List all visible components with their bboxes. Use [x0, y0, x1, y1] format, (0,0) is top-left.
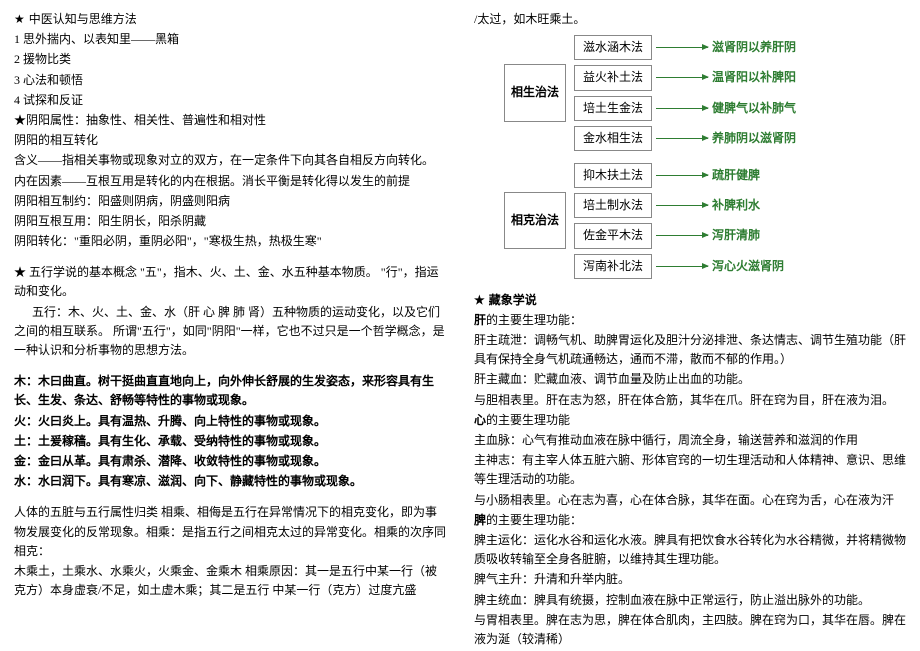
method-box: 金水相生法 [574, 126, 652, 151]
spleen-1: 脾主运化：运化水谷和运化水液。脾具有把饮食水谷转化为水谷精微，并将精微物质吸收转… [474, 531, 906, 569]
liver-h: 肝肝的主要生理功能：的主要生理功能： [474, 311, 906, 330]
method-row: 益火补土法 温肾阳以补脾阳 [574, 65, 796, 90]
wood: 木：木曰曲直。树干挺曲直直地向上，向外伸长舒展的生发姿态，来形容具有生长、生发、… [14, 372, 446, 410]
method-row: 滋水涵木法 滋肾阴以养肝阴 [574, 35, 796, 60]
method-box: 培土制水法 [574, 193, 652, 218]
liver-3: 与胆相表里。肝在志为怒，肝在体合筋，其华在爪。肝在窍为目，肝在液为泪。 [474, 391, 906, 410]
earth: 土：土爰稼穑。具有生化、承载、受纳特性的事物或现象。 [14, 432, 446, 451]
fire: 火：火曰炎上。具有温热、升腾、向上特性的事物或现象。 [14, 412, 446, 431]
heart-1: 主血脉：心气有推动血液在脉中循行，周流全身，输送营养和滋润的作用 [474, 431, 906, 450]
spleen-2: 脾气主升：升清和升举内脏。 [474, 570, 906, 589]
method-result: 疏肝健脾 [712, 166, 760, 185]
wuxing-desc: 五行：木、火、土、金、水（肝 心 脾 肺 肾）五种物质的运动变化，以及它们之间的… [14, 303, 446, 361]
yy-6: 阴阳转化："重阳必阴，重阴必阳"，"寒极生热，热极生寒" [14, 232, 446, 251]
yy-1: 阴阳的相互转化 [14, 131, 446, 150]
method-result: 泻肝清肺 [712, 226, 760, 245]
method-box: 抑木扶土法 [574, 163, 652, 188]
method-box: 泻南补北法 [574, 254, 652, 279]
item-4: 4 试探和反证 [14, 91, 446, 110]
water: 水：水曰润下。具有寒凉、滋润、向下、静藏特性的事物或现象。 [14, 472, 446, 491]
method-result: 温肾阳以补脾阳 [712, 68, 796, 87]
liver-1: 肝主疏泄：调畅气机、助脾胃运化及胆汁分泌排泄、条达情志、调节生殖功能（肝具有保持… [474, 331, 906, 369]
method-box: 培土生金法 [574, 96, 652, 121]
heading-methods: 中医认知与思维方法 [14, 10, 446, 29]
method-row: 抑木扶土法 疏肝健脾 [574, 163, 784, 188]
arrow-icon [656, 266, 708, 267]
yy-2: 含义——指相关事物或现象对立的双方，在一定条件下向其各自相反方向转化。 [14, 151, 446, 170]
item-3: 3 心法和顿悟 [14, 71, 446, 90]
continuation: /太过，如木旺乘土。 [474, 10, 906, 29]
yy-4: 阴阳相互制约：阳盛则阴病，阴盛则阳病 [14, 192, 446, 211]
spleen-h: 脾的主要生理功能： [474, 511, 906, 530]
method-result: 补脾利水 [712, 196, 760, 215]
spleen-4: 与胃相表里。脾在志为思，脾在体合肌肉，主四肢。脾在窍为口，其华在唇。脾在液为涎（… [474, 611, 906, 649]
method-result: 健脾气以补肺气 [712, 99, 796, 118]
arrow-icon [656, 235, 708, 236]
right-column: /太过，如木旺乘土。 相生治法 滋水涵木法 滋肾阴以养肝阴 益火补土法 温肾阳以补脾… [460, 10, 920, 651]
xiangcheng: 木乘土，土乘水、水乘火，火乘金、金乘木 相乘原因：其一是五行中某一行（被克方）本… [14, 562, 446, 600]
heart-3: 与小肠相表里。心在志为喜，心在体合脉，其华在面。心在窍为舌，心在液为汗 [474, 491, 906, 510]
item-2: 2 援物比类 [14, 50, 446, 69]
arrow-icon [656, 47, 708, 48]
arrow-icon [656, 138, 708, 139]
method-row: 佐金平木法 泻肝清肺 [574, 223, 784, 248]
method-row: 培土生金法 健脾气以补肺气 [574, 96, 796, 121]
method-box: 滋水涵木法 [574, 35, 652, 60]
spleen-3: 脾主统血：脾具有统摄，控制血液在脉中正常运行，防止溢出脉外的功能。 [474, 591, 906, 610]
arrow-icon [656, 77, 708, 78]
diagram-label-2: 相克治法 [504, 192, 566, 249]
arrow-icon [656, 205, 708, 206]
yy-3: 内在因素——互根互用是转化的内在根据。消长平衡是转化得以发生的前提 [14, 172, 446, 191]
heading-yinyang-text: 阴阳属性：抽象性、相关性、普遍性和相对性 [26, 113, 266, 127]
method-box: 益火补土法 [574, 65, 652, 90]
heart-h: 心的主要生理功能 [474, 411, 906, 430]
organ-map: 人体的五脏与五行属性归类 相乘、相侮是五行在异常情况下的相克变化，即为事物发展变… [14, 503, 446, 561]
item-1: 1 思外揣内、以表知里——黑箱 [14, 30, 446, 49]
heading-yinyang: ★阴阳属性：抽象性、相关性、普遍性和相对性 [14, 111, 446, 130]
diagram-label-1: 相生治法 [504, 64, 566, 121]
heading-zangxiang: 藏象学说 [474, 291, 906, 310]
left-column: 中医认知与思维方法 1 思外揣内、以表知里——黑箱 2 援物比类 3 心法和顿悟… [0, 10, 460, 651]
method-result: 养肺阴以滋肾阴 [712, 129, 796, 148]
method-row: 金水相生法 养肺阴以滋肾阴 [574, 126, 796, 151]
diagram-xiangke: 相克治法 抑木扶土法 疏肝健脾 培土制水法 补脾利水 佐金平木法 泻肝清肺 泻南补北法… [504, 163, 906, 279]
method-result: 滋肾阴以养肝阴 [712, 38, 796, 57]
diagram-xiangsheng: 相生治法 滋水涵木法 滋肾阴以养肝阴 益火补土法 温肾阳以补脾阳 培土生金法 健脾气以… [504, 35, 906, 151]
liver-2: 肝主藏血：贮藏血液、调节血量及防止出血的功能。 [474, 370, 906, 389]
metal: 金：金曰从革。具有肃杀、潜降、收敛特性的事物或现象。 [14, 452, 446, 471]
yy-5: 阴阳互根互用：阳生阴长，阳杀阴藏 [14, 212, 446, 231]
method-result: 泻心火滋肾阴 [712, 257, 784, 276]
arrow-icon [656, 175, 708, 176]
heart-2: 主神志：有主宰人体五脏六腑、形体官窍的一切生理活动和人体精神、意识、思维等生理活… [474, 451, 906, 489]
diagram-methods-2: 抑木扶土法 疏肝健脾 培土制水法 补脾利水 佐金平木法 泻肝清肺 泻南补北法 泻心火滋肾… [574, 163, 784, 279]
arrow-icon [656, 108, 708, 109]
heading-wuxing: ★ 五行学说的基本概念 "五"，指木、火、土、金、水五种基本物质。 "行"，指运… [14, 263, 446, 301]
diagram-methods-1: 滋水涵木法 滋肾阴以养肝阴 益火补土法 温肾阳以补脾阳 培土生金法 健脾气以补肺气 金… [574, 35, 796, 151]
method-box: 佐金平木法 [574, 223, 652, 248]
method-row: 泻南补北法 泻心火滋肾阴 [574, 254, 784, 279]
method-row: 培土制水法 补脾利水 [574, 193, 784, 218]
